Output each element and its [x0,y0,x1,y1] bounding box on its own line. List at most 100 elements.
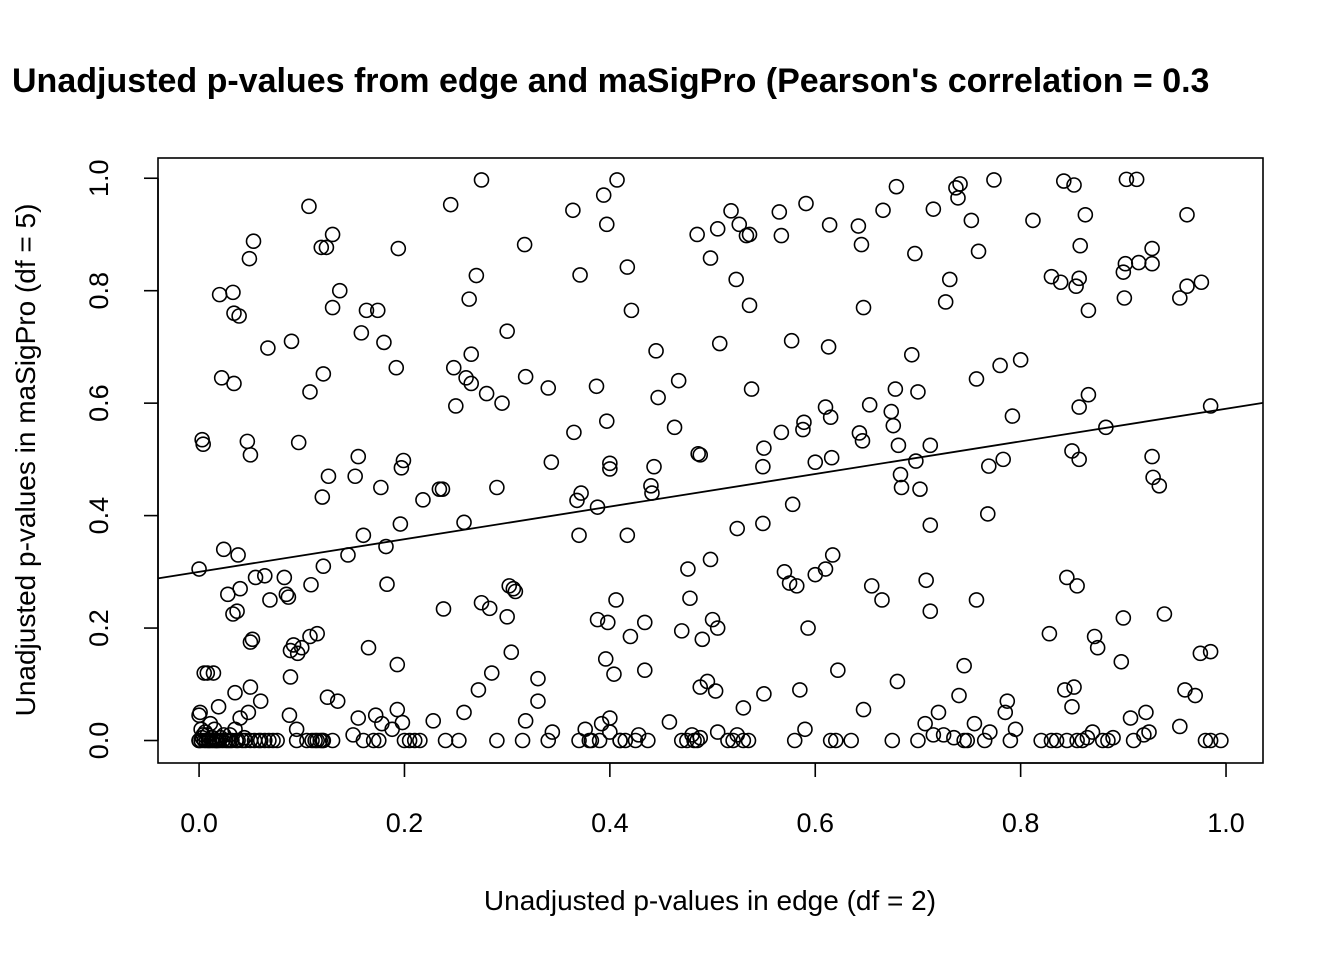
data-point [982,724,998,740]
data-point [756,440,772,456]
data-point [755,458,771,475]
data-point [505,580,522,597]
data-point [824,547,841,563]
data-point [725,732,741,749]
data-point [319,689,336,706]
data-point [709,620,726,636]
data-point [843,732,859,749]
chart-title: Unadjusted p-values from edge and maSigP… [12,62,1209,100]
data-point [278,586,295,603]
data-point [499,323,515,339]
data-point [412,732,428,749]
data-point [1130,254,1147,271]
data-point [650,389,666,406]
data-point [593,715,610,732]
data-point [711,335,728,352]
data-point [822,409,839,426]
data-point [195,436,211,452]
data-point [313,239,330,256]
data-point [588,378,605,395]
data-point [483,665,500,681]
data-point [456,704,472,721]
data-point [853,236,870,253]
data-point [231,308,247,324]
data-point [959,732,976,749]
data-point [252,693,269,709]
data-point [1071,270,1087,287]
data-point [289,645,306,662]
data-point [360,639,377,656]
data-point [395,452,412,469]
data-point [302,384,318,400]
data-point [227,684,243,701]
data-point [855,299,872,316]
data-point [952,176,968,192]
data-point [830,662,846,679]
data-point [786,732,803,749]
data-point [1179,278,1195,294]
data-point [1059,732,1075,749]
data-point [340,547,356,563]
data-point [211,286,228,303]
data-point [451,732,467,749]
data-point [963,212,980,229]
data-point [1128,171,1145,188]
data-point [1187,687,1204,704]
data-point [1172,718,1188,735]
data-point [379,576,395,592]
data-point [355,527,372,544]
data-point [225,606,241,622]
data-point [731,216,748,233]
data-point [1202,643,1219,660]
data-point [817,561,834,577]
data-point [224,732,240,749]
data-point [389,656,406,673]
data-point [602,461,618,477]
data-point [210,698,227,715]
data-point [875,202,891,219]
data-point [571,527,587,544]
data-point [935,727,952,743]
data-point [692,447,709,463]
data-point [358,302,375,319]
data-point [1052,274,1069,291]
data-point [244,631,261,648]
data-point [1079,729,1096,746]
x-tick-label: 0.6 [796,808,834,838]
data-point [401,732,418,749]
x-tick-label: 0.4 [591,808,629,838]
data-point [530,693,546,709]
data-point [393,460,410,476]
data-point [956,657,972,674]
data-point [1122,710,1139,726]
data-point [425,713,442,729]
data-point [314,489,331,505]
data-point [968,592,985,608]
data-point [581,732,598,749]
data-point [741,297,758,314]
data-point [566,424,582,441]
data-point [951,687,967,704]
data-point [573,485,589,501]
data-point [798,195,814,212]
data-point [320,468,337,485]
data-point [1071,451,1087,468]
data-point [473,172,490,188]
data-point [199,665,216,681]
data-point [1041,625,1058,642]
data-point [800,620,816,636]
y-tick-label: 0.8 [84,272,114,310]
data-point [494,395,510,411]
data-point [617,732,634,749]
data-point [821,217,838,233]
data-point [670,372,687,389]
data-point [324,732,341,749]
data-point [861,397,878,413]
x-axis: 0.0 0.2 0.4 0.6 0.8 1.0 [180,762,1245,838]
data-point [1071,399,1087,415]
data-point [597,651,614,667]
data-point [956,732,972,749]
data-point [324,226,341,243]
data-point [481,600,498,617]
data-point [378,538,394,555]
